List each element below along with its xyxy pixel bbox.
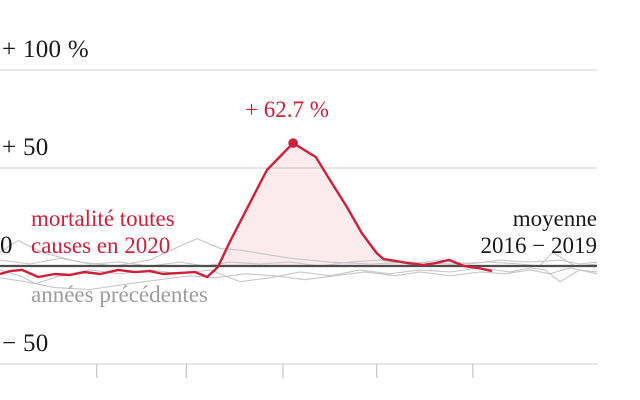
context-line-4 (0, 267, 598, 291)
peak-dot (288, 138, 298, 148)
series-2020-label-line1: mortalité toutes (31, 206, 175, 231)
context-line-3 (0, 257, 598, 267)
y-axis-label-plus100: + 100 % (2, 36, 90, 63)
excess-area-fill (0, 143, 492, 266)
y-axis-label-minus50: − 50 (2, 330, 49, 357)
y-axis-label-zero: 0 (0, 232, 13, 259)
series-2020-label-line2: causes en 2020 (31, 233, 171, 258)
y-axis-label-plus50: + 50 (2, 134, 49, 161)
mortality-2020-line (0, 141, 493, 279)
mean-series-label: moyenne 2016 − 2019 (481, 205, 597, 259)
peak-value-annotation: + 62.7 % (245, 97, 329, 122)
mean-series-label-line1: moyenne (512, 206, 597, 231)
mean-series-label-line2: 2016 − 2019 (480, 233, 597, 258)
context-line-2 (0, 267, 598, 285)
series-2020-label: mortalité toutes causes en 2020 (31, 205, 175, 259)
previous-years-label: années précédentes (31, 282, 208, 307)
